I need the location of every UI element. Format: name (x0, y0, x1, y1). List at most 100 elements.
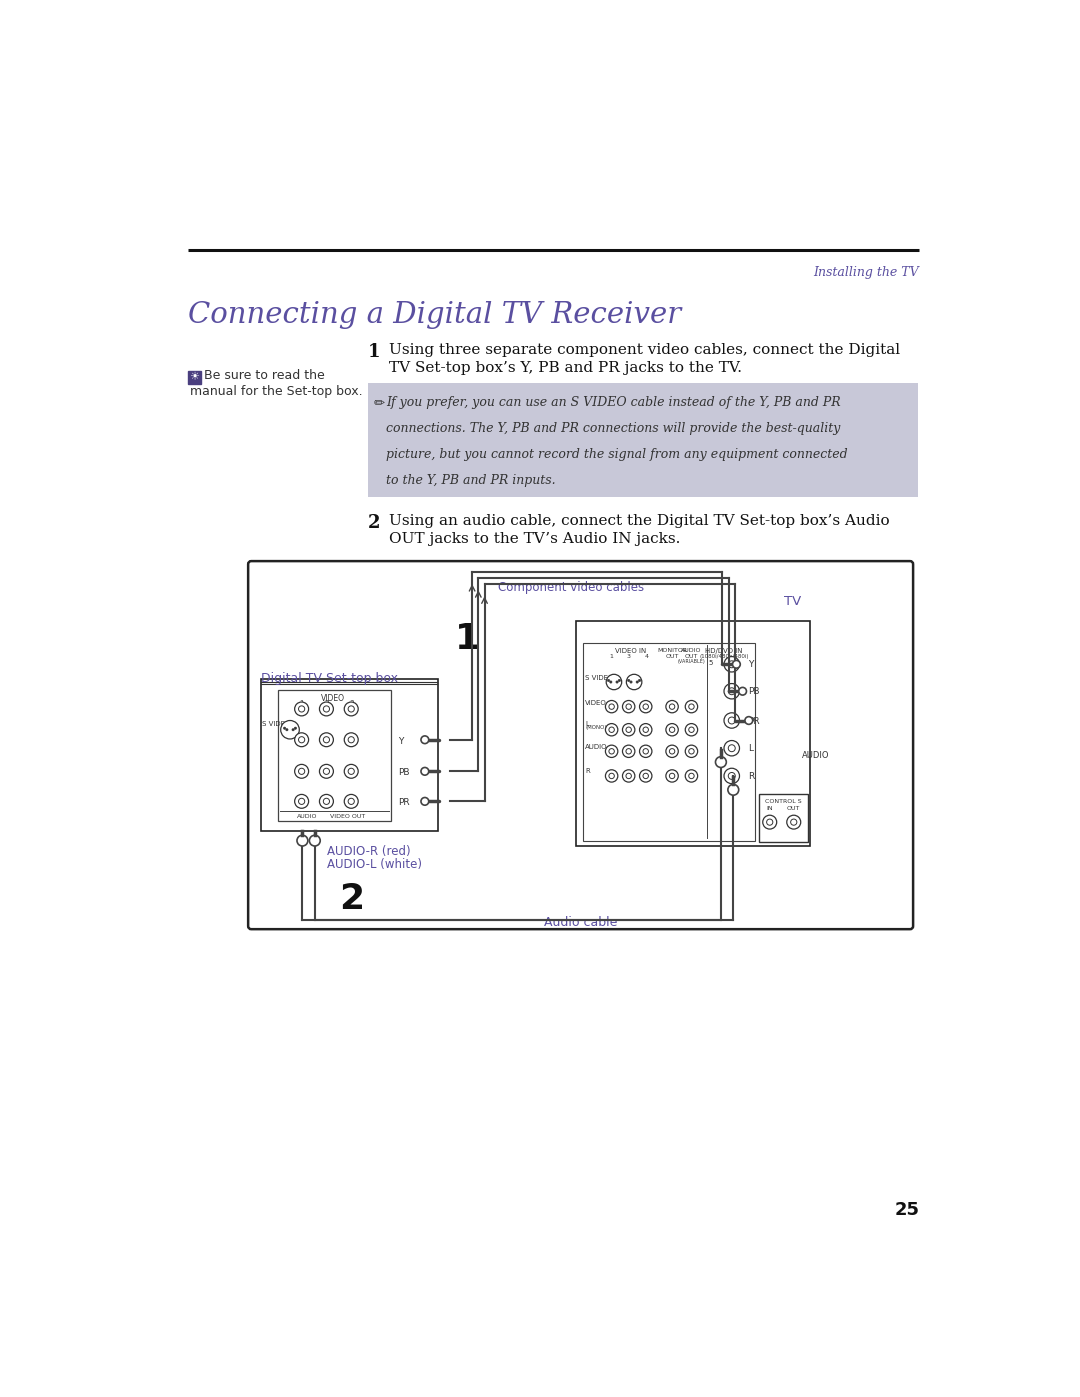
Circle shape (348, 736, 354, 743)
Circle shape (786, 816, 800, 828)
Text: Using an audio cable, connect the Digital TV Set-top box’s Audio: Using an audio cable, connect the Digita… (389, 514, 890, 528)
Circle shape (728, 784, 739, 795)
Circle shape (728, 687, 735, 694)
FancyBboxPatch shape (260, 679, 438, 831)
Circle shape (323, 768, 329, 774)
Circle shape (320, 795, 334, 809)
Circle shape (320, 733, 334, 746)
Circle shape (666, 770, 678, 782)
Circle shape (724, 712, 740, 728)
Circle shape (728, 717, 735, 724)
Text: (1080i/480p/480i): (1080i/480p/480i) (699, 654, 748, 659)
Circle shape (295, 795, 309, 809)
Circle shape (626, 726, 632, 732)
Circle shape (298, 798, 305, 805)
Text: CONTROL S: CONTROL S (766, 799, 802, 805)
Text: connections. The Y, PB and PR connections will provide the best-quality: connections. The Y, PB and PR connection… (387, 422, 840, 434)
Circle shape (728, 661, 735, 668)
Text: 3: 3 (349, 700, 353, 705)
Circle shape (295, 764, 309, 778)
Text: Audio cable: Audio cable (544, 916, 618, 929)
Circle shape (607, 679, 610, 682)
Text: PR: PR (399, 798, 410, 807)
Text: 1: 1 (610, 654, 613, 659)
Circle shape (281, 721, 299, 739)
Circle shape (689, 749, 694, 754)
Circle shape (606, 675, 622, 690)
Text: 2: 2 (339, 882, 365, 916)
Circle shape (622, 745, 635, 757)
Text: HD/DVD IN: HD/DVD IN (705, 648, 743, 654)
Circle shape (309, 835, 321, 847)
Text: Y: Y (748, 661, 754, 669)
Text: Y: Y (399, 736, 404, 746)
Text: MONITOR: MONITOR (657, 648, 687, 654)
Text: AUDIO: AUDIO (585, 743, 608, 750)
Circle shape (323, 798, 329, 805)
Circle shape (345, 764, 359, 778)
Circle shape (791, 819, 797, 826)
Circle shape (626, 704, 632, 710)
Text: Connecting a Digital TV Receiver: Connecting a Digital TV Receiver (188, 300, 680, 328)
Circle shape (639, 700, 652, 712)
Text: manual for the Set-top box.: manual for the Set-top box. (190, 384, 363, 398)
Text: PR: PR (748, 717, 759, 725)
Text: VIDEO IN: VIDEO IN (616, 648, 647, 654)
Text: VIDEO: VIDEO (585, 700, 607, 705)
Circle shape (715, 757, 727, 767)
Text: ✏: ✏ (374, 397, 384, 411)
Circle shape (348, 768, 354, 774)
Circle shape (421, 736, 429, 743)
Circle shape (622, 700, 635, 712)
Text: AUDIO: AUDIO (297, 814, 318, 820)
Circle shape (323, 705, 329, 712)
Circle shape (685, 724, 698, 736)
Circle shape (638, 679, 640, 682)
Text: IN: IN (767, 806, 773, 812)
Circle shape (639, 745, 652, 757)
Text: VIDEO OUT: VIDEO OUT (329, 814, 365, 820)
Circle shape (626, 774, 632, 778)
Circle shape (348, 798, 354, 805)
Text: TV Set-top box’s Y, PB and PR jacks to the TV.: TV Set-top box’s Y, PB and PR jacks to t… (389, 360, 742, 374)
Text: S VIDEO: S VIDEO (585, 675, 613, 682)
Text: (VARIABLE): (VARIABLE) (677, 659, 705, 664)
Circle shape (421, 798, 429, 805)
FancyBboxPatch shape (248, 562, 913, 929)
FancyBboxPatch shape (759, 795, 809, 842)
Text: OUT: OUT (787, 806, 800, 812)
Circle shape (666, 724, 678, 736)
Circle shape (643, 774, 648, 778)
Circle shape (345, 733, 359, 746)
Text: AUDIO: AUDIO (681, 648, 702, 654)
Circle shape (724, 657, 740, 672)
Circle shape (636, 680, 638, 683)
Circle shape (298, 736, 305, 743)
Circle shape (345, 703, 359, 715)
Circle shape (295, 733, 309, 746)
Circle shape (345, 795, 359, 809)
Circle shape (724, 768, 740, 784)
Circle shape (609, 726, 615, 732)
Circle shape (283, 726, 286, 729)
Circle shape (724, 740, 740, 756)
Circle shape (685, 770, 698, 782)
Text: picture, but you cannot record the signal from any equipment connected: picture, but you cannot record the signa… (387, 448, 848, 461)
Text: S VIDEO: S VIDEO (262, 721, 291, 726)
Circle shape (606, 745, 618, 757)
Circle shape (685, 700, 698, 712)
Circle shape (320, 703, 334, 715)
FancyBboxPatch shape (583, 643, 755, 841)
FancyBboxPatch shape (188, 372, 201, 384)
Text: R: R (748, 773, 754, 781)
Circle shape (626, 749, 632, 754)
Circle shape (286, 729, 288, 731)
Circle shape (606, 700, 618, 712)
Circle shape (606, 724, 618, 736)
Text: AUDIO-R (red): AUDIO-R (red) (327, 845, 410, 858)
Text: TV: TV (784, 595, 801, 608)
Text: AUDIO: AUDIO (801, 750, 829, 760)
Text: 25: 25 (894, 1200, 919, 1218)
Circle shape (639, 770, 652, 782)
Circle shape (320, 764, 334, 778)
